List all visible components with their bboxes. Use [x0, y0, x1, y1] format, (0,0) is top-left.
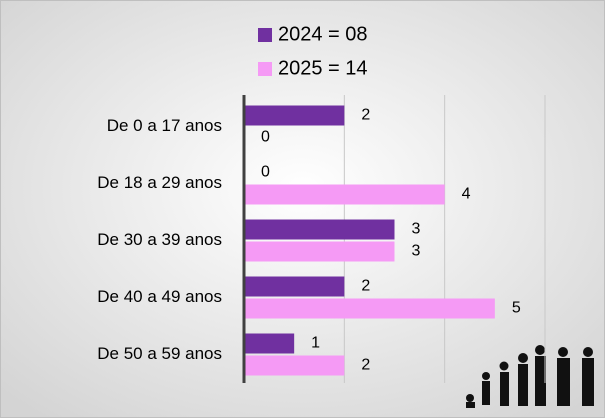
bar	[244, 276, 345, 297]
data-label: 2	[361, 357, 370, 374]
data-label: 2	[361, 107, 370, 124]
data-label: 0	[261, 129, 270, 146]
legend-label: 2025 = 14	[278, 57, 368, 79]
data-label: 1	[311, 335, 320, 352]
legend-swatch	[258, 28, 272, 42]
legend-label: 2024 = 08	[278, 23, 368, 45]
category-label: De 40 a 49 anos	[97, 287, 222, 306]
bar	[244, 184, 445, 205]
data-label: 0	[261, 164, 270, 181]
category-label: De 50 a 59 anos	[97, 344, 222, 363]
bar	[244, 105, 345, 126]
data-label: 2	[361, 278, 370, 295]
bar	[244, 219, 395, 240]
data-label: 3	[412, 221, 421, 238]
bar	[244, 298, 495, 319]
category-label: De 0 a 17 anos	[107, 116, 222, 135]
bar	[244, 241, 395, 262]
people-silhouettes	[466, 345, 594, 408]
category-label: De 18 a 29 anos	[97, 173, 222, 192]
data-label: 3	[412, 243, 421, 260]
legend-swatch	[258, 62, 272, 76]
bar	[244, 355, 345, 376]
data-label: 5	[512, 300, 521, 317]
bar	[244, 333, 295, 354]
data-label: 4	[462, 186, 471, 203]
category-label: De 30 a 39 anos	[97, 230, 222, 249]
